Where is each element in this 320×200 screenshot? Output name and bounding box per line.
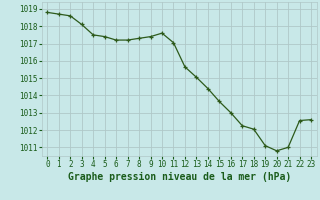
X-axis label: Graphe pression niveau de la mer (hPa): Graphe pression niveau de la mer (hPa) xyxy=(68,172,291,182)
